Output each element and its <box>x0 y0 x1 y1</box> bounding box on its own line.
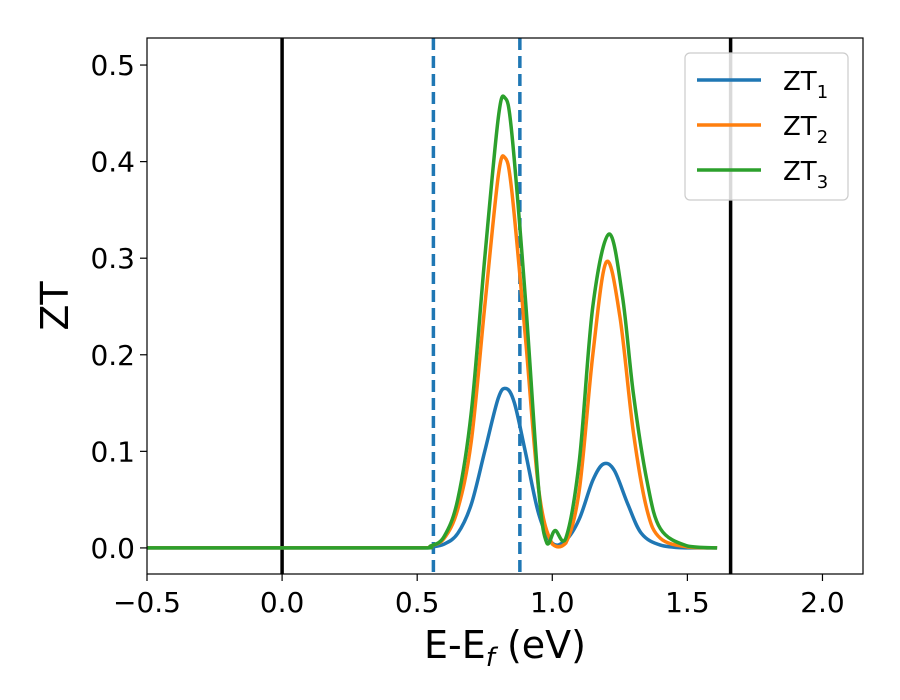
series-line-3 <box>147 94 718 550</box>
x-tick-label: 1.0 <box>530 586 575 619</box>
y-axis-ticks: 0.0 0.1 0.2 0.3 0.4 0.5 <box>90 49 147 565</box>
x-tick-label: 1.5 <box>665 586 710 619</box>
y-tick-label: 0.0 <box>90 532 135 565</box>
y-tick-label: 0.5 <box>90 49 135 82</box>
legend-label-2: ZT2 <box>783 112 828 148</box>
y-tick-label: 0.4 <box>90 146 135 179</box>
x-tick-label: 0.5 <box>395 586 440 619</box>
y-axis-label: ZT <box>33 281 77 331</box>
legend-label-3: ZT3 <box>783 157 828 193</box>
vertical-reference-lines <box>280 38 733 574</box>
x-tick-label: −0.5 <box>113 586 181 619</box>
x-tick-label: 0.0 <box>260 586 305 619</box>
x-axis-label: E-Ef (eV) <box>424 623 586 673</box>
series-lines <box>147 94 718 550</box>
legend: ZT1 ZT2 ZT3 <box>684 52 849 201</box>
x-axis-label-main: E-E <box>424 623 486 667</box>
plot-area-frame <box>146 37 864 575</box>
y-tick-label: 0.2 <box>90 339 135 372</box>
y-tick-label: 0.1 <box>90 435 135 468</box>
legend-label-1: ZT1 <box>783 67 828 103</box>
x-tick-label: 2.0 <box>800 586 845 619</box>
x-axis-label-unit: (eV) <box>495 623 586 667</box>
legend-box <box>684 52 849 201</box>
y-tick-label: 0.3 <box>90 242 135 275</box>
x-axis-ticks: −0.5 0.0 0.5 1.0 1.5 2.0 <box>113 574 845 619</box>
